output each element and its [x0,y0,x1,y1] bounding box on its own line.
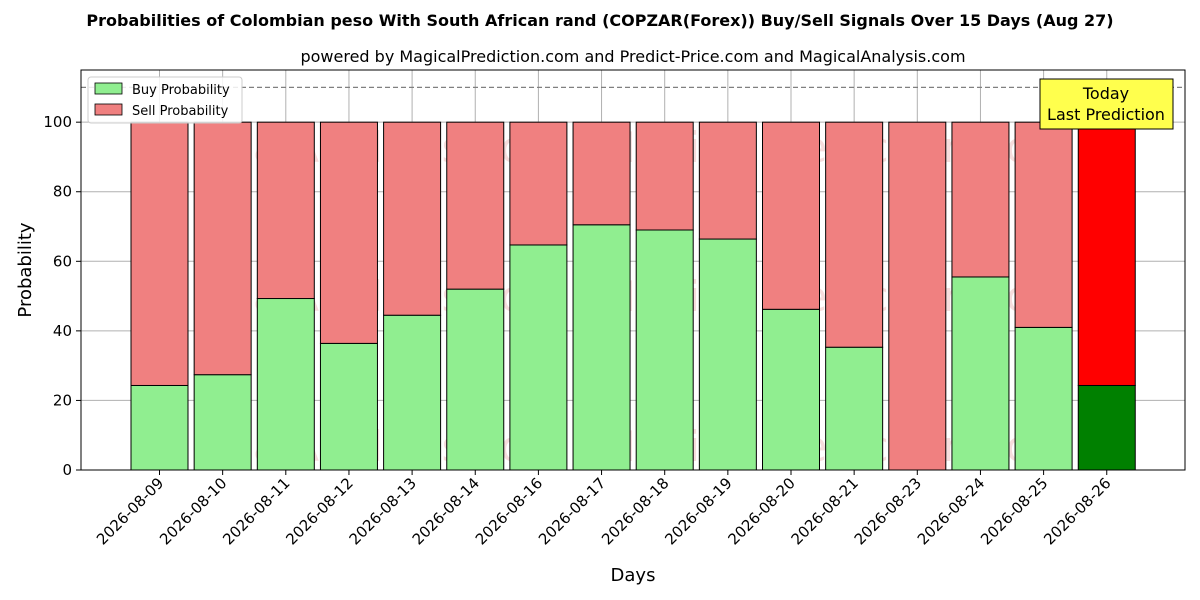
bar-sell-2026-08-20 [762,121,820,310]
bar-sell-2026-08-09 [130,121,189,386]
y-tick-label: 0 [62,461,72,479]
annotation-line2: Last Prediction [1047,105,1165,124]
y-axis: 0 20 40 60 80 100 [43,113,81,479]
bar-sell-2026-08-10 [193,121,252,376]
x-axis-label: Days [611,565,656,586]
bar-buy-2026-08-17 [572,224,631,471]
annotation-line1: Today [1082,84,1129,103]
x-tick-label: 2026-08-14 [409,474,483,548]
bar-buy-2026-08-16 [509,244,568,471]
bar-buy-2026-08-26 [1077,384,1136,471]
bar-buy-2026-08-20 [762,308,820,471]
bar-sell-2026-08-12 [319,121,378,344]
x-tick-label: 2026-08-18 [598,474,672,548]
bar-sell-2026-08-19 [698,121,757,240]
chart-title: Probabilities of Colombian peso With Sou… [86,11,1113,30]
legend-swatch-buy [94,82,123,95]
bar-sell-2026-08-24 [951,121,1010,278]
legend-swatch-sell [94,103,123,116]
x-tick-label: 2026-08-16 [472,474,546,548]
bar-sell-2026-08-23 [888,121,947,471]
bar-sell-2026-08-18 [635,121,694,231]
bar-sell-2026-08-25 [1014,121,1073,328]
x-tick-label: 2026-08-25 [977,474,1051,548]
y-tick-label: 80 [53,183,72,201]
x-tick-label: 2026-08-10 [156,474,230,548]
bar-buy-2026-08-11 [256,298,315,471]
x-tick-label: 2026-08-11 [219,474,293,548]
bar-buy-2026-08-19 [698,238,757,471]
bar-sell-2026-08-21 [825,121,884,348]
legend-box [87,76,243,124]
bars-layer [130,121,1136,471]
bar-buy-2026-08-14 [446,288,505,471]
y-axis-label: Probability [15,222,36,317]
bar-sell-2026-08-13 [383,121,442,316]
y-tick-label: 100 [43,113,72,131]
legend-label-sell: Sell Probability [132,104,229,119]
bar-buy-2026-08-24 [951,276,1010,471]
x-axis: 2026-08-092026-08-102026-08-112026-08-12… [93,470,1115,548]
x-tick-label: 2026-08-13 [346,474,420,548]
bar-buy-2026-08-12 [319,342,378,471]
y-tick-label: 40 [53,322,72,340]
today-annotation: Today Last Prediction [1039,78,1174,130]
legend: Buy Probability Sell Probability [87,76,243,124]
bar-buy-2026-08-13 [383,314,442,471]
plot-frame [80,69,1186,471]
bar-buy-2026-08-09 [130,384,189,471]
x-tick-label: 2026-08-23 [851,474,925,548]
bar-buy-2026-08-25 [1014,326,1073,471]
x-tick-label: 2026-08-24 [914,474,988,548]
bar-sell-2026-08-16 [509,121,568,246]
annotation-box [1039,78,1174,130]
bar-sell-2026-08-26 [1077,121,1136,386]
bar-sell-2026-08-17 [572,121,631,226]
x-tick-label: 2026-08-19 [661,474,735,548]
x-tick-label: 2026-08-17 [535,474,609,548]
x-tick-label: 2026-08-21 [788,474,862,548]
x-tick-label: 2026-08-20 [724,474,798,548]
legend-label-buy: Buy Probability [132,83,230,98]
bar-sell-2026-08-14 [446,121,505,290]
x-tick-label: 2026-08-12 [282,474,356,548]
chart-subtitle: powered by MagicalPrediction.com and Pre… [300,47,965,66]
x-tick-label: 2026-08-26 [1040,474,1114,548]
bar-buy-2026-08-10 [193,374,252,471]
y-tick-label: 60 [53,252,72,270]
bar-buy-2026-08-18 [635,229,694,471]
bar-buy-2026-08-21 [825,346,884,471]
bar-sell-2026-08-11 [256,121,315,300]
x-tick-label: 2026-08-09 [93,474,167,548]
y-tick-label: 20 [53,391,72,409]
